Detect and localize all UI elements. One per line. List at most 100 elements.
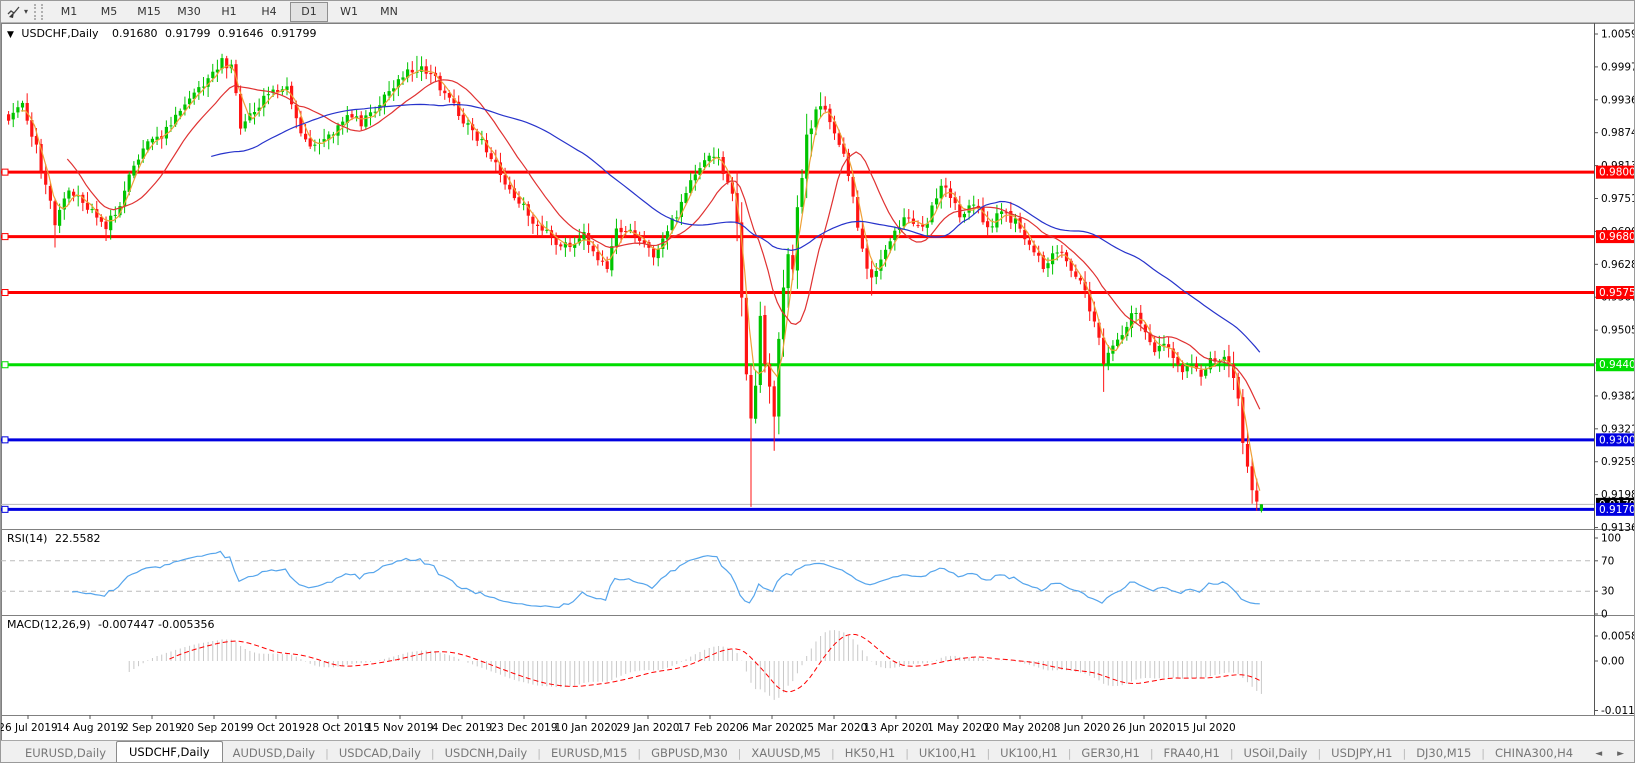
date-axis-label[interactable]: 13 Apr 2020	[864, 722, 929, 734]
chart-tab-uk100-h1[interactable]: UK100,H1	[1000, 746, 1058, 760]
date-axis-label[interactable]: 26 Jun 2020	[1112, 722, 1175, 734]
price-level-handle[interactable]	[1, 505, 9, 513]
chart-tab-usdjpy-h1[interactable]: USDJPY,H1	[1331, 746, 1393, 760]
candle-body	[1069, 260, 1073, 271]
date-axis-label[interactable]: 15 Jul 2020	[1176, 722, 1235, 734]
date-axis-label[interactable]: 25 Mar 2020	[801, 722, 868, 734]
timeframe-button-m15[interactable]: M15	[137, 4, 161, 18]
chart-tab-china300-h4[interactable]: CHINA300,H4	[1495, 746, 1574, 760]
candle-body	[392, 88, 396, 92]
date-axis-label[interactable]: 20 May 2020	[986, 722, 1054, 734]
macd-current-values: -0.007447 -0.005356	[98, 618, 215, 631]
price-level-handle[interactable]	[1, 233, 9, 241]
candle-body	[1102, 337, 1106, 365]
date-axis-label[interactable]: 2 Sep 2019	[122, 722, 182, 734]
date-axis-label[interactable]: 28 Oct 2019	[306, 722, 371, 734]
chart-tab-usdchf-daily[interactable]: USDCHF,Daily	[116, 741, 223, 762]
date-axis-label[interactable]: 4 Dec 2019	[432, 722, 492, 734]
chart-tab-usdcad-daily[interactable]: USDCAD,Daily	[338, 746, 421, 760]
chart-symbol-label: USDCHF,Daily	[21, 27, 99, 40]
timeframe-button-h4[interactable]: H4	[261, 4, 277, 18]
candle-body	[1259, 504, 1263, 511]
rsi-line[interactable]	[71, 550, 1260, 609]
candle-body	[1222, 356, 1226, 361]
chart-tab-usdcnh-daily[interactable]: USDCNH,Daily	[444, 746, 528, 760]
chart-tab-hk50-h1[interactable]: HK50,H1	[844, 746, 896, 760]
candle-body	[517, 197, 521, 204]
tab-divider: |	[1067, 747, 1072, 760]
macd-signal-line[interactable]	[169, 633, 1261, 693]
date-axis-label[interactable]: 17 Feb 2020	[677, 722, 742, 734]
candle-body	[471, 124, 475, 131]
chart-tab-dj30-m15[interactable]: DJ30,M15	[1416, 746, 1472, 760]
timeframe-button-mn[interactable]: MN	[380, 4, 398, 18]
candle-body	[178, 110, 182, 116]
tab-scroll-arrows[interactable]: ◄ ►	[1595, 749, 1630, 759]
candle-body	[285, 86, 289, 91]
timeframe-button-m5[interactable]: M5	[100, 4, 118, 18]
scroll-left-icon[interactable]: ◄	[1595, 749, 1609, 759]
price-level-handle[interactable]	[1, 361, 9, 369]
timeframe-button-d1[interactable]: D1	[290, 1, 329, 22]
moving-average-mid-red[interactable]	[66, 79, 1261, 410]
collapse-arrow-icon[interactable]: ▼	[7, 30, 14, 40]
chart-tab-fra40-h1[interactable]: FRA40,H1	[1163, 746, 1220, 760]
date-axis-label[interactable]: 14 Aug 2019	[56, 722, 123, 734]
dropdown-caret-icon[interactable]: ▾	[24, 7, 29, 16]
candle-body	[7, 114, 11, 121]
moving-average-fast-orange[interactable]	[20, 64, 1261, 491]
price-level-label: 0.95758	[1599, 287, 1635, 299]
date-axis-label[interactable]: 20 Sep 2019	[181, 722, 248, 734]
toolbar-grip[interactable]	[34, 3, 44, 20]
price-level-handle[interactable]	[1, 436, 9, 444]
rsi-tick-label: 70	[1601, 555, 1614, 567]
timeframe-button-m30[interactable]: M30	[177, 4, 201, 18]
scroll-right-icon[interactable]: ►	[1617, 749, 1630, 759]
candle-body	[925, 223, 929, 228]
candle-body	[447, 93, 451, 98]
timeframe-button-w1[interactable]: W1	[340, 4, 358, 18]
timeframe-button-m1[interactable]: M1	[60, 4, 78, 18]
price-level-handle[interactable]	[1, 168, 9, 176]
chart-tab-xauusd-m5[interactable]: XAUUSD,M5	[751, 746, 822, 760]
chart-cursor-icon[interactable]	[4, 3, 24, 21]
candle-body	[610, 246, 614, 271]
candle-body	[921, 224, 925, 227]
chart-tab-bar: EURUSD,Daily USDCHF,Daily AUDUSD,Daily | USD…	[1, 740, 1634, 762]
chart-tab-gbpusd-m30[interactable]: GBPUSD,M30	[651, 746, 728, 760]
candle-body	[457, 101, 461, 116]
chart-tab-eurusd-m15[interactable]: EURUSD,M15	[550, 746, 628, 760]
date-axis-label[interactable]: 1 May 2020	[927, 722, 989, 734]
candle-body	[684, 193, 688, 203]
date-axis-label[interactable]: 9 Oct 2019	[247, 722, 305, 734]
candle-body	[823, 105, 827, 110]
candle-body	[262, 95, 266, 108]
date-axis-label[interactable]: 29 Jan 2020	[617, 722, 680, 734]
price-tick-label: 0.91365	[1601, 522, 1635, 534]
rsi-tick-label: 30	[1601, 586, 1614, 598]
date-axis-label[interactable]: 26 Jul 2019	[1, 722, 58, 734]
chart-tab-eurusd-daily[interactable]: EURUSD,Daily	[25, 746, 106, 760]
price-chart-canvas[interactable]: 1.005900.999750.993600.987450.981300.975…	[1, 23, 1635, 740]
candle-body	[401, 77, 405, 80]
chart-tab-ger30-h1[interactable]: GER30,H1	[1081, 746, 1140, 760]
date-axis-label[interactable]: 6 Mar 2020	[742, 722, 802, 734]
date-axis-label[interactable]: 8 Jun 2020	[1054, 722, 1110, 734]
tab-divider: |	[1317, 747, 1322, 760]
chart-tab-audusd-daily[interactable]: AUDUSD,Daily	[232, 746, 316, 760]
candle-body	[11, 112, 15, 120]
candle-body	[805, 134, 809, 179]
date-axis-label[interactable]: 23 Dec 2019	[490, 722, 557, 734]
candle-body	[304, 133, 308, 140]
candle-body	[164, 126, 168, 139]
moving-average-slow-blue[interactable]	[211, 103, 1261, 353]
price-level-handle[interactable]	[1, 289, 9, 297]
chart-tab-uk100-h1[interactable]: UK100,H1	[918, 746, 977, 760]
chart-tab-usoil-daily[interactable]: USOil,Daily	[1243, 746, 1308, 760]
date-axis-label[interactable]: 10 Jan 2020	[555, 722, 618, 734]
timeframe-button-h1[interactable]: H1	[221, 4, 237, 18]
date-axis-label[interactable]: 15 Nov 2019	[366, 722, 433, 734]
candle-body	[58, 209, 62, 226]
candle-body	[716, 157, 721, 159]
candle-body	[986, 221, 990, 228]
